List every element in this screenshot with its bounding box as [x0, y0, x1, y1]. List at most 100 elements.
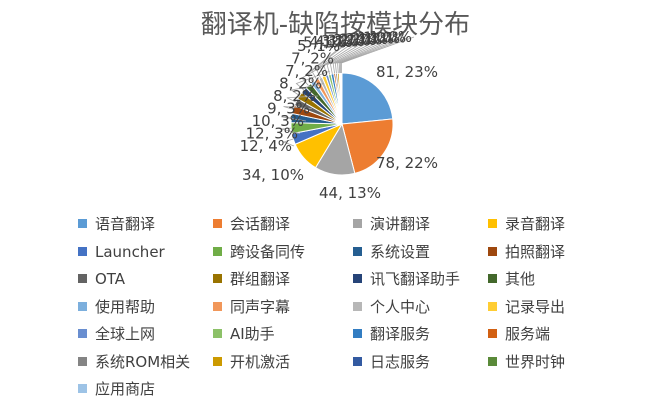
data-label: 8, 2% — [279, 75, 322, 93]
legend-swatch — [78, 274, 87, 283]
legend-label: 翻译服务 — [370, 325, 431, 343]
leader-line — [326, 40, 373, 75]
legend-label: 记录导出 — [505, 297, 566, 316]
legend-label: 语音翻译 — [95, 215, 156, 233]
legend-item: 应用商店 — [78, 376, 155, 403]
legend-swatch — [213, 301, 222, 311]
legend-label: 群组翻译 — [230, 270, 291, 288]
data-label: 5, 1% — [303, 34, 346, 52]
legend-label: 开机激活 — [230, 352, 291, 371]
legend-item: 系统设置 — [353, 239, 430, 266]
legend-label: 个人中心 — [370, 297, 431, 316]
legend-swatch — [78, 384, 87, 393]
leader-line — [286, 95, 319, 103]
leader-line — [332, 39, 385, 74]
data-label: 1, 0% — [363, 29, 406, 47]
leader-line — [315, 41, 355, 78]
pie-slice — [341, 72, 394, 125]
legend-item: 系统ROM相关 — [78, 349, 190, 376]
pie-slice — [341, 118, 394, 174]
legend-label: 讯飞翻译助手 — [370, 270, 461, 288]
legend-swatch — [488, 329, 497, 338]
data-label: 2, 1% — [345, 30, 388, 48]
legend-item: 讯飞翻译助手 — [353, 266, 460, 293]
leader-line — [281, 116, 307, 122]
legend-item: 世界时钟 — [488, 349, 565, 376]
leader-line — [306, 45, 343, 83]
legend-item: 开机激活 — [213, 349, 290, 376]
legend-swatch — [353, 274, 362, 283]
leader-line — [283, 106, 313, 110]
data-label: 2, 1% — [351, 30, 394, 48]
data-label: 1, 0% — [357, 29, 400, 47]
leader-line — [341, 36, 415, 74]
legend-label: 服务端 — [505, 325, 551, 343]
pie-chart: 81, 23% 78, 22% 44, 13% 34, 10% 12, 4%12, 3%… — [240, 28, 438, 202]
legend-label: OTA — [95, 270, 126, 288]
legend-item: 个人中心 — [353, 294, 430, 321]
legend-item: 跨设备同传 — [213, 239, 305, 266]
legend-swatch — [353, 329, 362, 338]
legend-item: 服务端 — [488, 321, 550, 348]
legend-item: 会话翻译 — [213, 211, 290, 238]
leader-line — [334, 38, 391, 74]
legend-label: 全球上网 — [95, 325, 156, 343]
legend-item: 拍照翻译 — [488, 239, 565, 266]
data-label: 7, 2% — [285, 62, 328, 80]
data-label: 5, 1% — [297, 37, 340, 55]
data-label: 81, 23% — [376, 63, 438, 81]
legend-swatch — [213, 274, 222, 283]
legend-label: 其他 — [505, 270, 536, 288]
legend-label: 日志服务 — [370, 352, 431, 371]
legend-label: 演讲翻译 — [370, 215, 431, 233]
leader-line — [281, 127, 301, 134]
data-labels: 81, 23% 78, 22% 44, 13% 34, 10% 12, 4%12, 3%… — [240, 28, 438, 202]
data-label: 4, 1% — [309, 33, 352, 51]
legend-swatch — [353, 301, 362, 311]
legend-item: 全球上网 — [78, 321, 155, 348]
legend-item: 日志服务 — [353, 349, 430, 376]
legend-swatch — [78, 329, 87, 338]
legend-label: 系统设置 — [370, 242, 431, 261]
legend-label: 系统ROM相关 — [95, 352, 191, 371]
data-label: 9, 3% — [267, 100, 310, 118]
legend-swatch — [353, 246, 362, 256]
data-label: 3, 1% — [321, 32, 364, 50]
legend-label: 拍照翻译 — [505, 242, 566, 261]
legend-swatch — [488, 246, 497, 256]
leader-line — [282, 138, 295, 147]
leader-line — [323, 40, 367, 76]
data-label: 78, 22% — [376, 154, 438, 172]
legend-swatch — [213, 356, 222, 366]
leader-line — [295, 70, 331, 91]
legend-swatch — [488, 274, 497, 283]
data-label: 1, 0% — [369, 28, 412, 46]
legend-label: Launcher — [95, 242, 165, 261]
data-label: 4, 1% — [315, 33, 358, 51]
legend-swatch — [78, 356, 87, 366]
leader-line — [311, 42, 349, 80]
legend-item: 翻译服务 — [353, 321, 430, 348]
legend-label: 世界时钟 — [505, 352, 566, 371]
legend-swatch — [488, 356, 497, 366]
leader-line — [329, 39, 379, 75]
data-label: 44, 13% — [319, 184, 381, 202]
legend-item: 录音翻译 — [488, 211, 565, 238]
data-label: 7, 2% — [291, 50, 334, 68]
leader-line — [338, 37, 403, 74]
legend-swatch — [213, 329, 222, 338]
legend-label: 应用商店 — [95, 380, 156, 398]
data-label: 10, 3% — [252, 112, 304, 130]
legend-swatch — [78, 246, 87, 256]
legend-item: 使用帮助 — [78, 294, 155, 321]
legend-swatch — [488, 219, 497, 228]
pie-slices — [290, 72, 394, 176]
data-label: 3, 1% — [333, 31, 376, 49]
leader-line — [339, 37, 409, 74]
legend-swatch — [78, 219, 87, 228]
data-label: 12, 3% — [246, 125, 298, 143]
legend-item: 其他 — [488, 266, 535, 293]
legend-swatch — [353, 219, 362, 228]
legend-item: 同声字幕 — [213, 294, 290, 321]
legend-label: AI助手 — [230, 325, 275, 343]
